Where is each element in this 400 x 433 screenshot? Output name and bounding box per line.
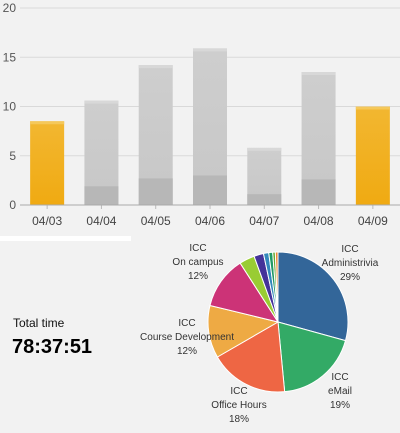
bar-top-highlight bbox=[138, 65, 173, 69]
pie-slice-label: 18% bbox=[229, 414, 249, 425]
x-tick-label: 04/09 bbox=[358, 214, 388, 228]
x-tick-label: 04/06 bbox=[195, 214, 225, 228]
pie-slice-label: ICC bbox=[189, 243, 206, 254]
pie-slice-label: ICC bbox=[331, 372, 348, 383]
pie-slice[interactable] bbox=[274, 251, 279, 323]
bar-base-segment bbox=[138, 178, 173, 205]
pie-slice-label: Administrivia bbox=[322, 258, 379, 269]
pie-slice-label: Course Development bbox=[140, 332, 234, 343]
bar-base-segment bbox=[301, 179, 336, 205]
pie-slice-label: 12% bbox=[177, 346, 197, 357]
bar-04/09[interactable] bbox=[355, 106, 390, 206]
pie-slice-label: 12% bbox=[188, 271, 208, 282]
pie-slice-label: eMail bbox=[328, 386, 352, 397]
total-time-label: Total time bbox=[13, 316, 65, 330]
bar-base-segment bbox=[193, 175, 227, 205]
bar-top-highlight bbox=[301, 72, 336, 76]
pie-slice-label: On campus bbox=[172, 257, 223, 268]
x-tick-label: 04/03 bbox=[32, 214, 62, 228]
y-tick-label: 15 bbox=[3, 50, 17, 64]
bar-top-highlight bbox=[193, 48, 227, 52]
pie-slice-label: ICC bbox=[341, 244, 358, 255]
pie-slice-label: 29% bbox=[340, 272, 360, 283]
pie-slice[interactable] bbox=[277, 251, 349, 342]
divider bbox=[0, 236, 131, 241]
y-tick-label: 0 bbox=[9, 198, 16, 212]
y-tick-label: 20 bbox=[3, 1, 17, 15]
x-tick-label: 04/08 bbox=[304, 214, 334, 228]
bar-top-highlight bbox=[247, 147, 282, 151]
total-time-value: 78:37:51 bbox=[12, 336, 93, 358]
bar-base-segment bbox=[247, 194, 282, 205]
y-tick-label: 10 bbox=[3, 100, 17, 114]
x-tick-label: 04/05 bbox=[141, 214, 171, 228]
bar-04/03[interactable] bbox=[30, 121, 65, 205]
daily-hours-bar-chart: 0 5 10 15 20 04/03 04/04 04/05 04/06 04/07 04/08 04… bbox=[3, 1, 400, 228]
pie-slice-label: 19% bbox=[330, 400, 350, 411]
x-tick-label: 04/07 bbox=[249, 214, 279, 228]
bar-base-segment bbox=[84, 186, 119, 205]
pie-slice[interactable] bbox=[216, 321, 286, 393]
pie-slice-label: ICC bbox=[178, 318, 195, 329]
pie-slice[interactable] bbox=[277, 321, 347, 393]
x-tick-label: 04/04 bbox=[86, 214, 116, 228]
bar-top-highlight bbox=[355, 106, 390, 110]
pie-slice-label: ICC bbox=[230, 386, 247, 397]
bar-top-highlight bbox=[84, 100, 119, 104]
y-tick-label: 5 bbox=[9, 149, 16, 163]
pie-slice-label: Office Hours bbox=[211, 400, 266, 411]
bar-top-highlight bbox=[30, 121, 65, 125]
